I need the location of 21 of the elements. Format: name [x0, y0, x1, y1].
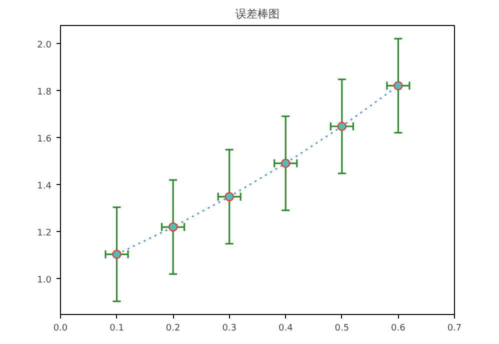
chart-title: 误差棒图 [236, 8, 280, 20]
point [112, 250, 122, 259]
point [224, 192, 234, 202]
x-tick-label: 0.7 [447, 324, 462, 334]
point [394, 81, 403, 90]
y-tick-label: 2.0 [37, 40, 52, 50]
y-tick-label: 1.6 [37, 134, 52, 144]
x-tick-label: 0.5 [334, 324, 350, 334]
x-tick-label: 0.6 [391, 324, 406, 334]
point [281, 158, 290, 168]
x-tick-label: 0.2 [166, 324, 180, 334]
x-tick-label: 0.1 [110, 324, 124, 334]
y-tick-label: 1.0 [37, 275, 52, 286]
point [168, 222, 178, 232]
x-tick-label: 0.4 [278, 324, 294, 334]
y-tick-label: 1.8 [37, 87, 52, 98]
y-tick-label: 1.4 [37, 181, 52, 192]
x-tick-label: 0.3 [222, 324, 237, 334]
point [337, 122, 347, 131]
y-tick-label: 1.2 [37, 228, 52, 238]
x-tick-label: 0.0 [53, 324, 68, 334]
